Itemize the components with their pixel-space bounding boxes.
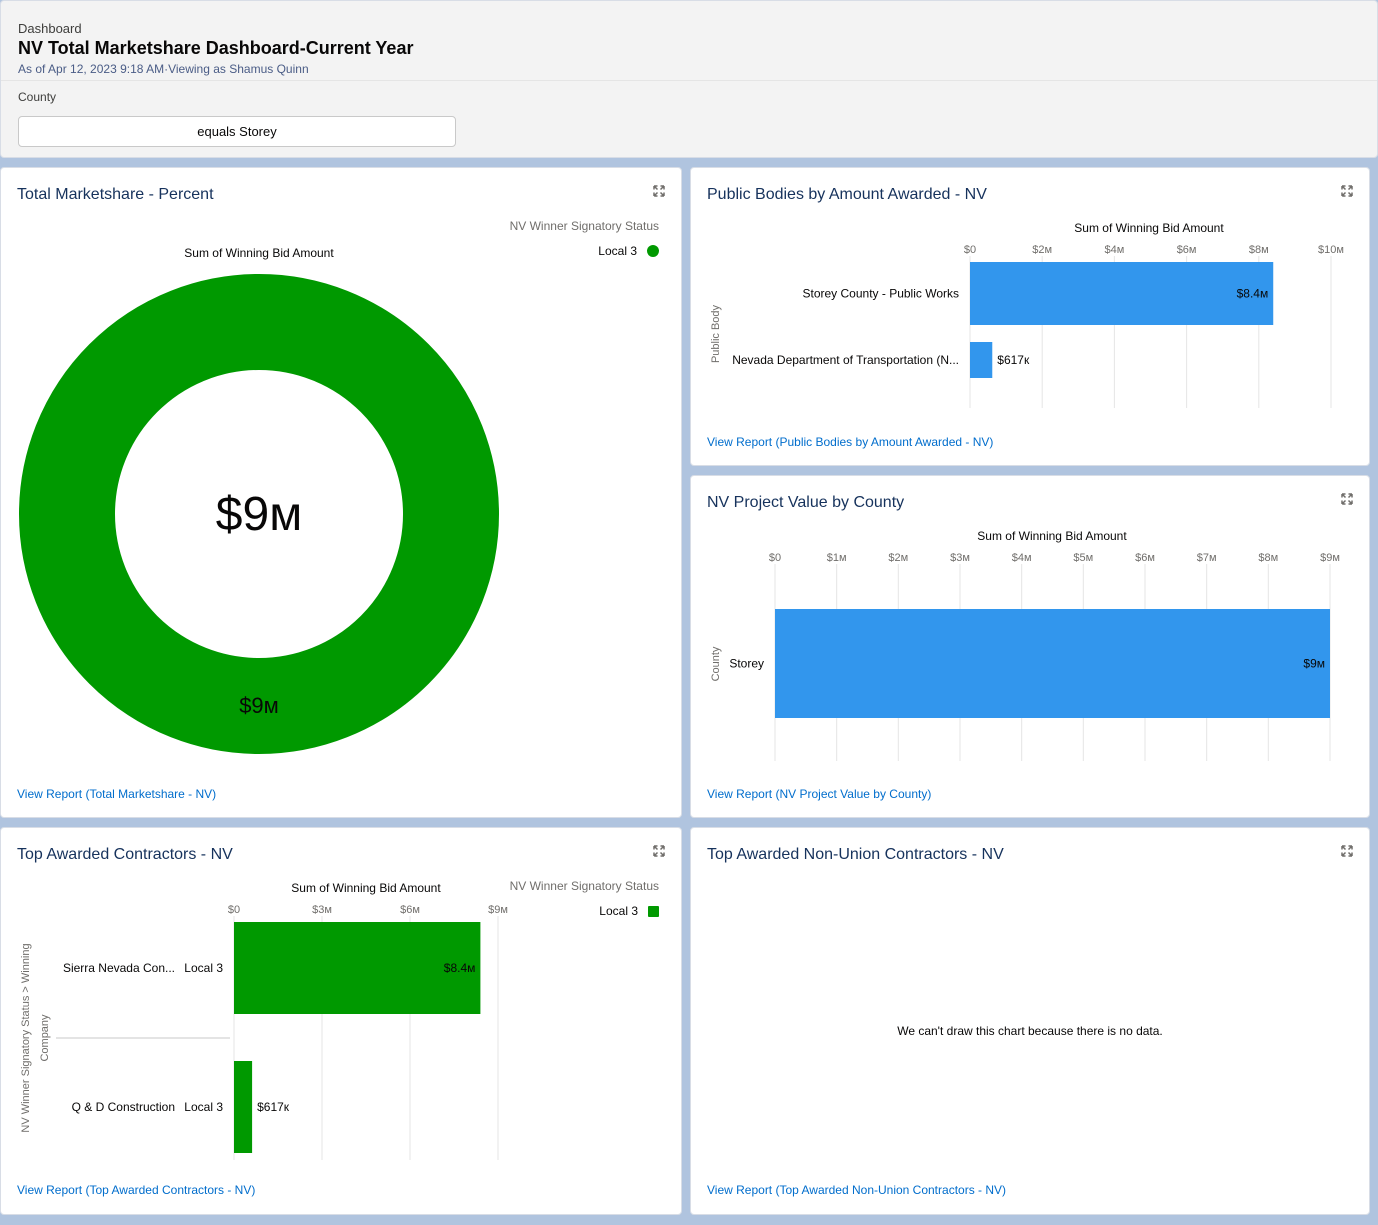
filter-label: County <box>18 90 57 104</box>
legend-title: NV Winner Signatory Status <box>509 879 659 893</box>
expand-icon[interactable] <box>653 845 665 857</box>
x-tick-label: $2м <box>888 552 908 564</box>
header-kicker: Dashboard <box>18 21 82 36</box>
card-title: Total Marketshare - Percent <box>17 186 214 203</box>
non-union-card: Top Awarded Non-Union Contractors - NV W… <box>690 827 1370 1215</box>
y-axis-label-2: Company <box>39 1014 51 1062</box>
chart-title: Sum of Winning Bid Amount <box>1074 221 1224 235</box>
x-tick-label: $10м <box>1318 244 1344 256</box>
expand-icon[interactable] <box>653 185 665 197</box>
x-tick-label: $2м <box>1032 244 1052 256</box>
top-contractors-chart: Sum of Winning Bid Amount NV Winner Sign… <box>20 881 508 1160</box>
bar <box>970 262 1274 325</box>
category-label: Sierra Nevada Con... <box>63 961 175 975</box>
category-label: Q & D Construction <box>72 1100 175 1114</box>
expand-icon[interactable] <box>1341 845 1353 857</box>
bar <box>234 1061 253 1153</box>
legend-title: NV Winner Signatory Status <box>509 219 659 233</box>
data-label: $9м <box>1303 657 1325 671</box>
data-label: $8.4м <box>1237 287 1269 301</box>
x-tick-label: $1м <box>827 552 847 564</box>
chart-title: Sum of Winning Bid Amount <box>977 529 1127 543</box>
x-tick-label: $6м <box>1177 244 1197 256</box>
top-contractors-card: Top Awarded Contractors - NV NV Winner S… <box>0 827 682 1215</box>
y-axis-label: Public Body <box>710 304 722 363</box>
view-report-link[interactable]: View Report (Top Awarded Non-Union Contr… <box>707 1183 1007 1197</box>
x-tick-label: $3м <box>950 552 970 564</box>
total-marketshare-card: Total Marketshare - Percent NV Winner Si… <box>0 167 682 818</box>
county-filter-button[interactable]: equals Storey <box>18 116 456 147</box>
legend-label: Local 3 <box>599 904 638 918</box>
donut-center-value: $9м <box>216 488 302 541</box>
legend-swatch <box>647 245 659 257</box>
x-tick-label: $9м <box>488 904 508 916</box>
legend-swatch <box>648 905 659 917</box>
x-tick-label: $5м <box>1073 552 1093 564</box>
view-report-link[interactable]: View Report (Public Bodies by Amount Awa… <box>707 435 994 449</box>
x-tick-label: $0 <box>964 244 976 256</box>
x-tick-label: $8м <box>1249 244 1269 256</box>
x-tick-label: $3м <box>312 904 332 916</box>
x-tick-label: $6м <box>1135 552 1155 564</box>
public-bodies-chart: Sum of Winning Bid Amount Public Body $0… <box>710 221 1344 408</box>
card-title: NV Project Value by County <box>707 494 905 511</box>
category-label: Storey <box>729 657 764 671</box>
data-label: $8.4м <box>444 961 476 975</box>
bar <box>775 609 1330 718</box>
chart-title: Sum of Winning Bid Amount <box>184 246 334 260</box>
legend-item-local-3[interactable]: Local 3 <box>598 244 659 258</box>
data-label: $617к <box>997 353 1030 367</box>
donut-chart: Sum of Winning Bid Amount $9м $9м <box>19 246 499 754</box>
category-label: Nevada Department of Transportation (N..… <box>732 353 959 367</box>
card-title: Top Awarded Contractors - NV <box>17 846 233 863</box>
x-tick-label: $8м <box>1258 552 1278 564</box>
view-report-link[interactable]: View Report (Top Awarded Contractors - N… <box>17 1183 256 1197</box>
x-tick-label: $0 <box>228 904 240 916</box>
bar <box>234 922 481 1014</box>
no-data-message: We can't draw this chart because there i… <box>897 1024 1163 1038</box>
expand-icon[interactable] <box>1341 185 1353 197</box>
y-axis-label: County <box>710 646 722 681</box>
expand-icon[interactable] <box>1341 493 1353 505</box>
data-label: $617к <box>257 1100 290 1114</box>
x-tick-label: $7м <box>1197 552 1217 564</box>
x-tick-label: $0 <box>769 552 781 564</box>
bar <box>970 342 993 378</box>
card-title: Public Bodies by Amount Awarded - NV <box>707 186 987 203</box>
group-label: Local 3 <box>184 1100 223 1114</box>
x-tick-label: $9м <box>1320 552 1340 564</box>
dashboard-title: NV Total Marketshare Dashboard-Current Y… <box>18 38 414 58</box>
public-bodies-card: Public Bodies by Amount Awarded - NV Sum… <box>690 167 1370 466</box>
legend-label: Local 3 <box>598 244 637 258</box>
slice-value-label: $9м <box>239 693 279 718</box>
chart-title: Sum of Winning Bid Amount <box>291 881 441 895</box>
x-tick-label: $4м <box>1104 244 1124 256</box>
category-label: Storey County - Public Works <box>803 287 960 301</box>
project-value-chart: Sum of Winning Bid Amount County $0 $1м $2… <box>710 529 1340 761</box>
x-tick-label: $4м <box>1012 552 1032 564</box>
group-label: Local 3 <box>184 961 223 975</box>
legend-item-local-3[interactable]: Local 3 <box>599 904 659 918</box>
header-divider <box>1 80 1377 81</box>
x-tick-label: $6м <box>400 904 420 916</box>
project-value-card: NV Project Value by County Sum of Winnin… <box>690 475 1370 818</box>
donut-slice <box>19 274 499 754</box>
dashboard-header: Dashboard NV Total Marketshare Dashboard… <box>0 0 1378 158</box>
view-report-link[interactable]: View Report (NV Project Value by County) <box>707 787 932 801</box>
dashboard-subtitle: As of Apr 12, 2023 9:18 AM·Viewing as Sh… <box>18 62 309 76</box>
y-axis-label: NV Winner Signatory Status > Winning <box>20 943 32 1132</box>
card-title: Top Awarded Non-Union Contractors - NV <box>707 846 1004 863</box>
view-report-link[interactable]: View Report (Total Marketshare - NV) <box>17 787 217 801</box>
